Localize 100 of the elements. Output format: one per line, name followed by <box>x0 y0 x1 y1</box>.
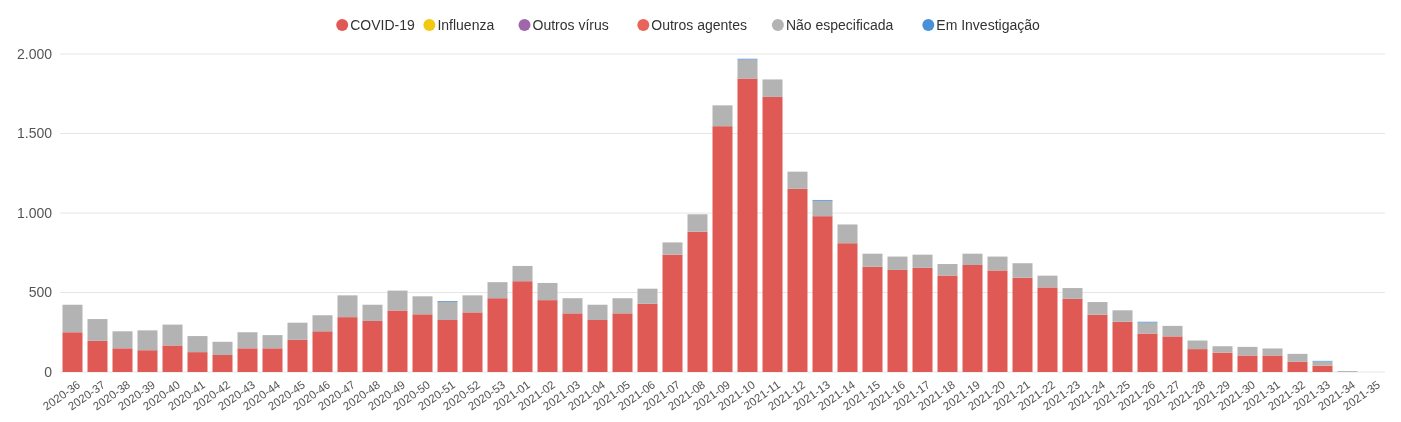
bar <box>437 301 458 321</box>
bar <box>987 256 1008 271</box>
bar <box>162 345 183 372</box>
bar <box>587 320 608 372</box>
bar <box>787 171 808 189</box>
bar <box>1312 361 1333 366</box>
bar <box>637 303 658 372</box>
legend-label: Outros vírus <box>532 16 609 33</box>
bar <box>712 126 733 372</box>
bar <box>1162 336 1183 372</box>
bar <box>437 320 458 372</box>
bar <box>1162 325 1183 337</box>
bar <box>1037 275 1058 288</box>
bar <box>312 331 333 372</box>
bar <box>387 310 408 372</box>
legend-label: Influenza <box>437 16 495 33</box>
bar <box>1262 348 1283 356</box>
y-tick-label: 1.500 <box>16 125 53 142</box>
bar <box>462 295 483 313</box>
bar <box>987 270 1008 372</box>
bar <box>237 332 258 349</box>
bar <box>1012 263 1033 278</box>
legend-label: Não especificada <box>785 16 894 33</box>
bar <box>1237 355 1258 372</box>
bar <box>662 242 683 255</box>
bar <box>862 253 883 267</box>
bar <box>112 348 133 372</box>
y-tick-label: 2.000 <box>16 45 53 62</box>
bar <box>412 314 433 372</box>
bar <box>212 354 233 372</box>
bar <box>737 78 758 372</box>
bar <box>562 298 583 314</box>
bar <box>287 322 308 340</box>
bar <box>187 336 208 353</box>
bar <box>962 264 983 372</box>
bar <box>1087 302 1108 315</box>
bar <box>812 200 833 217</box>
bar <box>337 295 358 318</box>
bar <box>1137 322 1158 334</box>
bar <box>187 352 208 372</box>
bar <box>1212 346 1233 353</box>
bar <box>762 96 783 372</box>
y-tick-label: 500 <box>28 284 53 301</box>
bar <box>137 330 158 351</box>
legend-label: COVID-19 <box>350 16 415 33</box>
legend-label: Em Investigação <box>936 16 1041 33</box>
bar <box>1187 340 1208 350</box>
bar <box>412 296 433 315</box>
bar <box>237 348 258 372</box>
bar <box>337 317 358 372</box>
bar <box>1262 355 1283 372</box>
bar <box>737 59 758 79</box>
bar <box>1037 287 1058 372</box>
bar <box>687 231 708 372</box>
bar <box>787 188 808 372</box>
bar <box>1187 349 1208 372</box>
bar <box>162 324 183 346</box>
bar <box>137 350 158 372</box>
bar <box>112 331 133 349</box>
bar <box>1312 365 1333 372</box>
bar <box>762 79 783 97</box>
bar <box>537 282 558 301</box>
y-tick-label: 0 <box>44 363 53 380</box>
bar <box>287 339 308 372</box>
bar <box>937 264 958 276</box>
y-tick-label: 1.000 <box>16 204 53 221</box>
bar <box>637 288 658 304</box>
bar <box>512 265 533 282</box>
bar <box>912 254 933 268</box>
bar <box>612 313 633 372</box>
bar <box>212 341 233 355</box>
bar <box>87 340 108 372</box>
bar <box>712 105 733 127</box>
bar <box>1137 333 1158 372</box>
bar <box>912 267 933 372</box>
bar <box>887 269 908 372</box>
bar <box>62 332 83 372</box>
bar <box>1112 310 1133 322</box>
bar <box>837 243 858 372</box>
bar <box>512 281 533 372</box>
bar <box>862 266 883 372</box>
bar <box>1062 298 1083 372</box>
bar <box>312 315 333 332</box>
bar <box>87 319 108 341</box>
bar <box>537 300 558 372</box>
bar <box>1112 321 1133 372</box>
bar <box>487 282 508 299</box>
bar <box>462 312 483 372</box>
bar <box>487 298 508 372</box>
bar <box>1287 361 1308 372</box>
bar <box>587 304 608 321</box>
bar <box>812 216 833 372</box>
bar <box>1087 314 1108 372</box>
bar <box>1012 277 1033 372</box>
bar <box>262 335 283 349</box>
bar <box>937 275 958 372</box>
bar <box>662 254 683 372</box>
bar <box>62 304 83 333</box>
bar <box>387 290 408 311</box>
bar <box>962 253 983 265</box>
